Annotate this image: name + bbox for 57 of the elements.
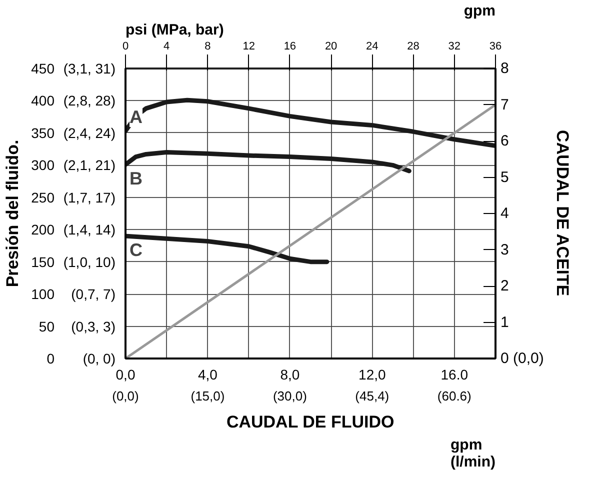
x-tick-label: 8,0 — [280, 366, 300, 382]
x2-tick-label: 36 — [489, 40, 502, 52]
y2-tick-label: 6 — [500, 132, 509, 150]
y-tick-label: 450 — [31, 60, 55, 76]
y2-tick-label: 4 — [500, 205, 509, 222]
text: (1,4, 14) — [63, 222, 116, 238]
text: (2,4, 24) — [63, 124, 116, 141]
text: psi (MPa, bar) — [126, 22, 224, 38]
text: (0,0) — [112, 388, 139, 404]
text: (3,1, 31) — [63, 60, 116, 76]
text: (2,8, 28) — [63, 92, 116, 109]
x-tick-label: 16.0 — [440, 366, 468, 382]
x2-tick-label: 8 — [204, 40, 211, 52]
text: (15,0) — [190, 388, 225, 404]
y-tick-label: 300 — [31, 157, 55, 174]
y-tick-label: 350 — [31, 124, 55, 141]
x-tick-label: 4,0 — [198, 366, 218, 382]
x2-tick-label: 32 — [448, 40, 461, 52]
text: (0,7, 7) — [71, 286, 116, 302]
series-label: B — [130, 168, 142, 189]
x2-tick-label: 28 — [407, 40, 420, 52]
x-tick-label: 0,0 — [116, 366, 136, 382]
x2-tick-label: 0 — [122, 40, 129, 52]
y2-tick-label: 2 — [500, 278, 509, 294]
series-label: C — [130, 240, 142, 260]
y2-tick-label: 5 — [500, 168, 509, 186]
text: (1,7, 17) — [63, 189, 116, 206]
x2-tick-label: 24 — [366, 40, 378, 52]
y-tick-label: 0 — [46, 350, 55, 366]
y-tick-label: 100 — [31, 286, 55, 302]
y2-tick-label: 7 — [500, 96, 509, 114]
x2-tick-label: 4 — [164, 40, 170, 52]
y2-axis-title: CAUDAL DE ACEITE — [552, 130, 572, 296]
x2-tick-label: 12 — [242, 40, 255, 52]
y2-tick-label: 0 (0,0) — [500, 350, 544, 367]
text: gpm (l/min) — [450, 436, 496, 470]
y2-tick-label: 8 — [500, 60, 509, 77]
y-tick-label: 250 — [31, 189, 55, 206]
text: (1,0, 10) — [63, 254, 116, 270]
y-tick-label: 150 — [31, 254, 55, 270]
text: (0, 0) — [82, 350, 116, 366]
y-tick-label: 50 — [38, 318, 55, 334]
y-tick-label: 200 — [31, 222, 55, 238]
y-axis-title: Presión del fluido. — [3, 140, 22, 288]
text: (45,4) — [355, 388, 390, 404]
y2-tick-label: 3 — [500, 241, 509, 258]
text: (0,3, 3) — [71, 318, 116, 334]
y-tick-label: 400 — [31, 92, 55, 109]
y2-tick-label: 1 — [500, 314, 509, 331]
text: (30,0) — [272, 388, 307, 404]
x2-tick-label: 16 — [284, 40, 296, 52]
text: (60.6) — [437, 388, 472, 404]
x2-tick-label: 20 — [324, 40, 338, 52]
x-axis-title: CAUDAL DE FLUIDO — [226, 412, 394, 432]
text: gpm — [464, 2, 496, 20]
text: (2,1, 21) — [63, 157, 116, 174]
x-tick-label: 12,0 — [358, 366, 386, 382]
